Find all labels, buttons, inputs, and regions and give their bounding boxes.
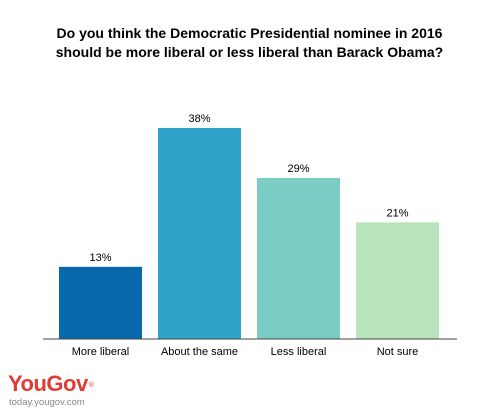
- source-url: today.yougov.com: [9, 397, 85, 408]
- value-label: 29%: [287, 163, 309, 175]
- chart-title-line-2: should be more liberal or less liberal t…: [55, 44, 444, 60]
- chart-title: Do you think the Democratic Presidential…: [0, 24, 499, 62]
- logo-text: YouGov: [8, 371, 88, 396]
- category-label: Not sure: [377, 346, 419, 358]
- yougov-logo: YouGov®: [8, 371, 94, 396]
- value-label: 21%: [386, 207, 408, 219]
- category-labels-group: More liberal About the same Less liberal No…: [72, 346, 419, 358]
- value-labels-group: 13% 38% 29% 21%: [89, 113, 408, 264]
- bar-more-liberal: [59, 266, 142, 339]
- category-label: More liberal: [72, 346, 129, 358]
- bar-not-sure: [356, 222, 439, 339]
- value-label: 13%: [89, 252, 111, 264]
- bars-group: [59, 128, 439, 339]
- chart-title-line-1: Do you think the Democratic Presidential…: [56, 25, 443, 41]
- registered-mark-icon: ®: [88, 382, 94, 389]
- category-label: About the same: [161, 346, 238, 358]
- bar-less-liberal: [257, 177, 340, 339]
- bar-about-the-same: [158, 128, 241, 339]
- value-label: 38%: [188, 113, 210, 125]
- category-label: Less liberal: [271, 346, 327, 358]
